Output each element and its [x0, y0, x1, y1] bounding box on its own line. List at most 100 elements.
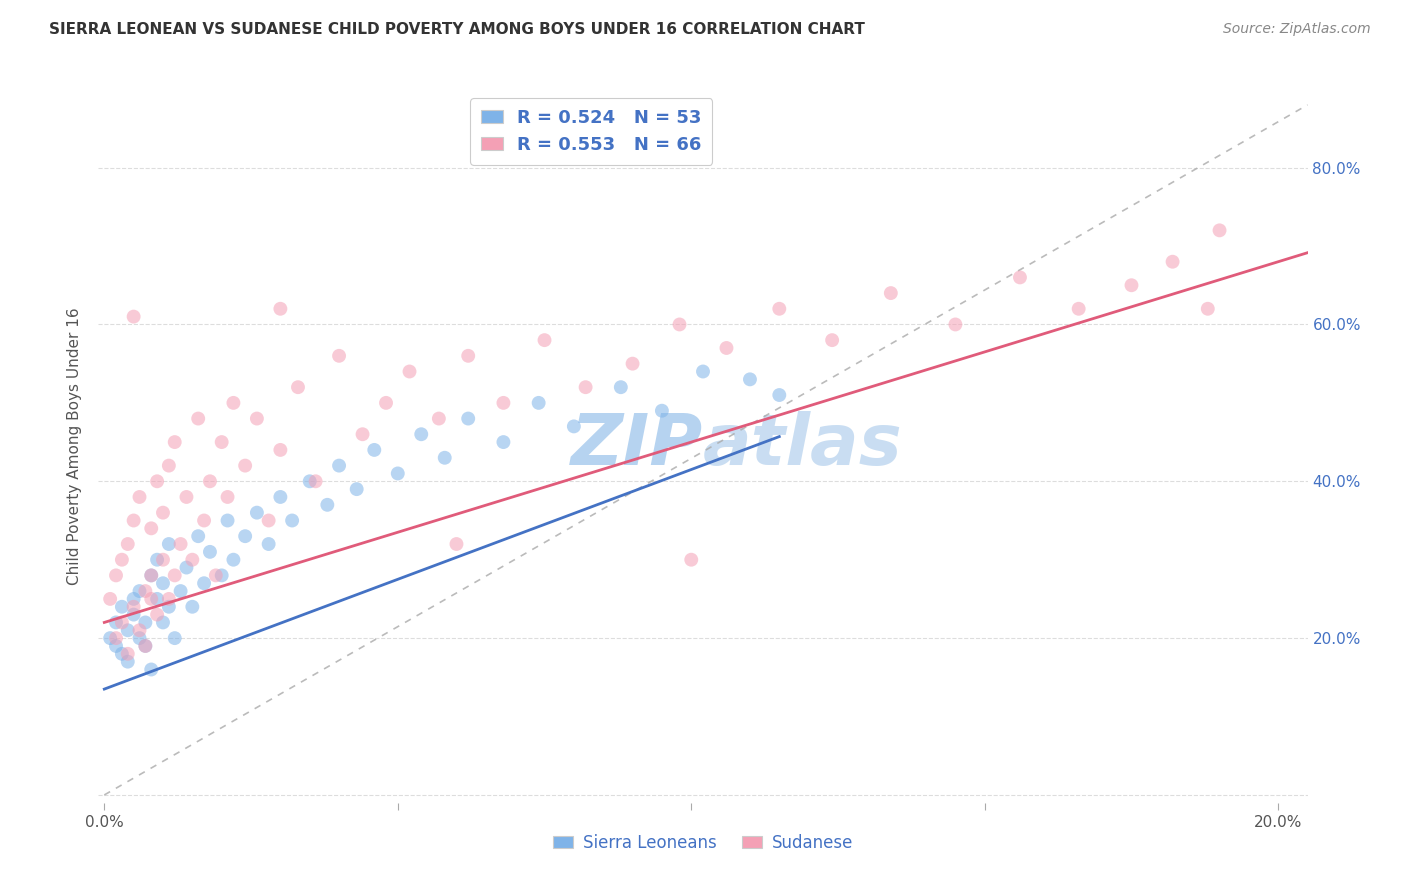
Point — [169, 584, 191, 599]
Point — [233, 458, 256, 473]
Point — [427, 411, 450, 425]
Point — [492, 435, 515, 450]
Point — [287, 380, 309, 394]
Point — [128, 584, 150, 599]
Point — [146, 475, 169, 489]
Point — [257, 537, 280, 551]
Point — [304, 475, 326, 489]
Point — [387, 467, 409, 481]
Point — [411, 427, 433, 442]
Point — [157, 591, 180, 606]
Text: atlas: atlas — [703, 411, 903, 481]
Point — [141, 568, 163, 582]
Point — [821, 333, 844, 347]
Point — [269, 301, 291, 316]
Point — [1067, 301, 1090, 316]
Point — [122, 514, 145, 528]
Point — [134, 639, 156, 653]
Point — [257, 514, 280, 528]
Point — [562, 419, 585, 434]
Point — [1197, 301, 1219, 316]
Legend: Sierra Leoneans, Sudanese: Sierra Leoneans, Sudanese — [547, 828, 859, 859]
Point — [111, 615, 134, 630]
Point — [157, 599, 180, 614]
Point — [1161, 254, 1184, 268]
Point — [193, 576, 215, 591]
Point — [187, 411, 209, 425]
Point — [128, 490, 150, 504]
Point — [122, 591, 145, 606]
Point — [111, 599, 134, 614]
Point — [163, 435, 186, 450]
Point — [157, 458, 180, 473]
Point — [880, 286, 903, 301]
Point — [352, 427, 374, 442]
Point — [157, 537, 180, 551]
Point — [105, 568, 128, 582]
Point — [152, 576, 174, 591]
Point — [198, 475, 221, 489]
Text: SIERRA LEONEAN VS SUDANESE CHILD POVERTY AMONG BOYS UNDER 16 CORRELATION CHART: SIERRA LEONEAN VS SUDANESE CHILD POVERTY… — [49, 22, 865, 37]
Point — [446, 537, 468, 551]
Point — [217, 490, 239, 504]
Point — [346, 482, 368, 496]
Point — [269, 490, 291, 504]
Point — [122, 607, 145, 622]
Point — [176, 560, 198, 574]
Point — [433, 450, 456, 465]
Point — [146, 591, 169, 606]
Point — [222, 396, 245, 410]
Point — [128, 631, 150, 645]
Point — [610, 380, 633, 394]
Point — [281, 514, 304, 528]
Point — [457, 411, 479, 425]
Point — [117, 647, 139, 661]
Point — [141, 663, 163, 677]
Point — [122, 310, 145, 324]
Point — [668, 318, 690, 332]
Point — [163, 631, 186, 645]
Point — [122, 599, 145, 614]
Point — [533, 333, 555, 347]
Point — [169, 537, 191, 551]
Point — [141, 591, 163, 606]
Point — [193, 514, 215, 528]
Point — [98, 631, 121, 645]
Point — [204, 568, 226, 582]
Text: Source: ZipAtlas.com: Source: ZipAtlas.com — [1223, 22, 1371, 37]
Point — [111, 647, 134, 661]
Point — [98, 591, 121, 606]
Point — [152, 552, 174, 566]
Point — [111, 552, 134, 566]
Point — [146, 607, 169, 622]
Point — [269, 442, 291, 457]
Point — [134, 615, 156, 630]
Point — [134, 584, 156, 599]
Point — [134, 639, 156, 653]
Point — [527, 396, 550, 410]
Point — [621, 357, 644, 371]
Point — [738, 372, 761, 386]
Point — [211, 435, 233, 450]
Point — [233, 529, 256, 543]
Point — [222, 552, 245, 566]
Point — [945, 318, 967, 332]
Point — [492, 396, 515, 410]
Point — [246, 506, 269, 520]
Point — [375, 396, 398, 410]
Point — [117, 624, 139, 638]
Point — [1008, 270, 1031, 285]
Point — [1208, 223, 1230, 237]
Point — [187, 529, 209, 543]
Point — [163, 568, 186, 582]
Point — [246, 411, 269, 425]
Point — [128, 624, 150, 638]
Point — [328, 458, 350, 473]
Point — [181, 599, 204, 614]
Point — [298, 475, 321, 489]
Point — [328, 349, 350, 363]
Point — [217, 514, 239, 528]
Point — [768, 388, 790, 402]
Point — [768, 301, 790, 316]
Point — [211, 568, 233, 582]
